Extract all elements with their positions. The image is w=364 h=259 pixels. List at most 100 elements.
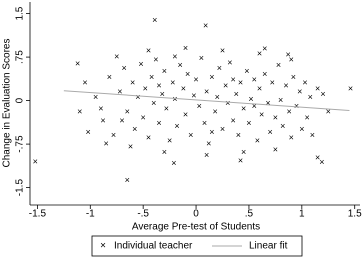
scatter-point: × (278, 95, 283, 105)
scatter-point: × (267, 127, 272, 137)
scatter-point: × (130, 78, 135, 88)
scatter-point: × (151, 98, 156, 108)
scatter-point: × (291, 72, 296, 82)
scatter-point: × (125, 107, 130, 117)
scatter-point: × (212, 107, 217, 117)
x-tick-label: 0 (193, 209, 199, 220)
scatter-point: × (132, 124, 137, 134)
scatter-point: × (270, 78, 275, 88)
scatter-point: × (114, 51, 119, 61)
scatter-point: × (217, 63, 222, 73)
scatter-point: × (297, 86, 302, 96)
scatter-point: × (315, 152, 320, 162)
scatter-point: × (244, 66, 249, 76)
scatter-point: × (204, 150, 209, 160)
x-tick-label: -.5 (137, 209, 149, 220)
scatter-point: × (162, 66, 167, 76)
scatter-point: × (172, 51, 177, 61)
scatter-point: × (111, 130, 116, 140)
scatter-point: × (230, 75, 235, 85)
scatter-point: × (276, 60, 281, 70)
scatter-point: × (259, 109, 264, 119)
scatter-point: × (234, 89, 239, 99)
scatter-point: × (304, 112, 309, 122)
scatter-point: × (77, 107, 82, 117)
scatter-point: × (230, 115, 235, 125)
scatter-point: × (289, 54, 294, 64)
scatter-point: × (215, 92, 220, 102)
scatter-point: × (283, 80, 288, 90)
scatter-point: × (117, 86, 122, 96)
scatter-point: × (273, 112, 278, 122)
scatter-point: × (273, 144, 278, 154)
scatter-point: × (178, 60, 183, 70)
scatter-point: × (236, 130, 241, 140)
scatter-point: × (188, 130, 193, 140)
scatter-point: × (299, 124, 304, 134)
scatter-point: × (204, 86, 209, 96)
scatter-point: × (220, 124, 225, 134)
x-tick-label: 1.5 (348, 209, 362, 220)
x-tick-label: .5 (245, 209, 254, 220)
y-tick-label: 1.5 (15, 6, 26, 20)
scatter-point: × (156, 118, 161, 128)
scatter-point: × (257, 83, 262, 93)
y-tick-label: -1.5 (15, 179, 26, 197)
scatter-point: × (146, 133, 151, 143)
scatter-point: × (164, 104, 169, 114)
scatter-point: × (146, 46, 151, 56)
scatter-point: × (310, 130, 315, 140)
scatter-point: × (287, 107, 292, 117)
scatter-point: × (252, 75, 257, 85)
scatter-point: × (75, 58, 80, 68)
scatter-point: × (289, 133, 294, 143)
scatter-point: × (241, 104, 246, 114)
scatter-point: × (193, 75, 198, 85)
scatter-point: × (143, 83, 148, 93)
scatter-point: × (262, 69, 267, 79)
fit-line (63, 90, 350, 111)
scatter-point: × (209, 72, 214, 82)
scatter-point: × (202, 118, 207, 128)
scatter-point: × (191, 90, 196, 100)
scatter-point: × (265, 98, 270, 108)
x-tick-label: -1 (86, 209, 95, 220)
scatter-point: × (315, 83, 320, 93)
scatter-point: × (248, 94, 253, 104)
y-tick-label: -.75 (15, 135, 26, 153)
scatter-point: × (122, 63, 127, 73)
legend-label: Individual teacher (114, 241, 193, 252)
scatter-point: × (220, 46, 225, 56)
scatter-point: × (93, 92, 98, 102)
legend-box (91, 235, 303, 257)
scatter-point: × (225, 98, 230, 108)
scatter-point: × (280, 121, 285, 131)
y-axis-title: Change in Evaluation Scores (2, 39, 13, 168)
scatter-point: × (185, 69, 190, 79)
scatter-point: × (320, 89, 325, 99)
scatter-point: × (156, 80, 161, 90)
scatter-point: × (125, 175, 130, 185)
scatter-point: × (174, 121, 179, 131)
scatter-point: × (100, 115, 105, 125)
scatter-point: × (238, 155, 243, 165)
scatter-point: × (167, 136, 172, 146)
scatter-point: × (285, 50, 290, 60)
scatter-point: × (33, 156, 38, 166)
scatter-point: × (86, 127, 91, 137)
scatter-point: × (308, 92, 313, 102)
scatter-point: × (348, 83, 353, 93)
scatter-point: × (199, 53, 204, 63)
x-axis-title: Average Pre-test of Students (132, 222, 260, 233)
legend-marker: × (100, 241, 106, 252)
scatter-point: × (138, 59, 143, 69)
scatter-point: × (162, 147, 167, 157)
x-tick-label: -1.5 (29, 209, 47, 220)
scatter-point: × (257, 49, 262, 59)
scatter-point: × (183, 109, 188, 119)
scatter-point: × (170, 78, 175, 88)
scatter-point: × (262, 43, 267, 53)
scatter-point: × (104, 138, 109, 148)
scatter-point: × (153, 54, 158, 64)
scatter-point: × (197, 101, 202, 111)
